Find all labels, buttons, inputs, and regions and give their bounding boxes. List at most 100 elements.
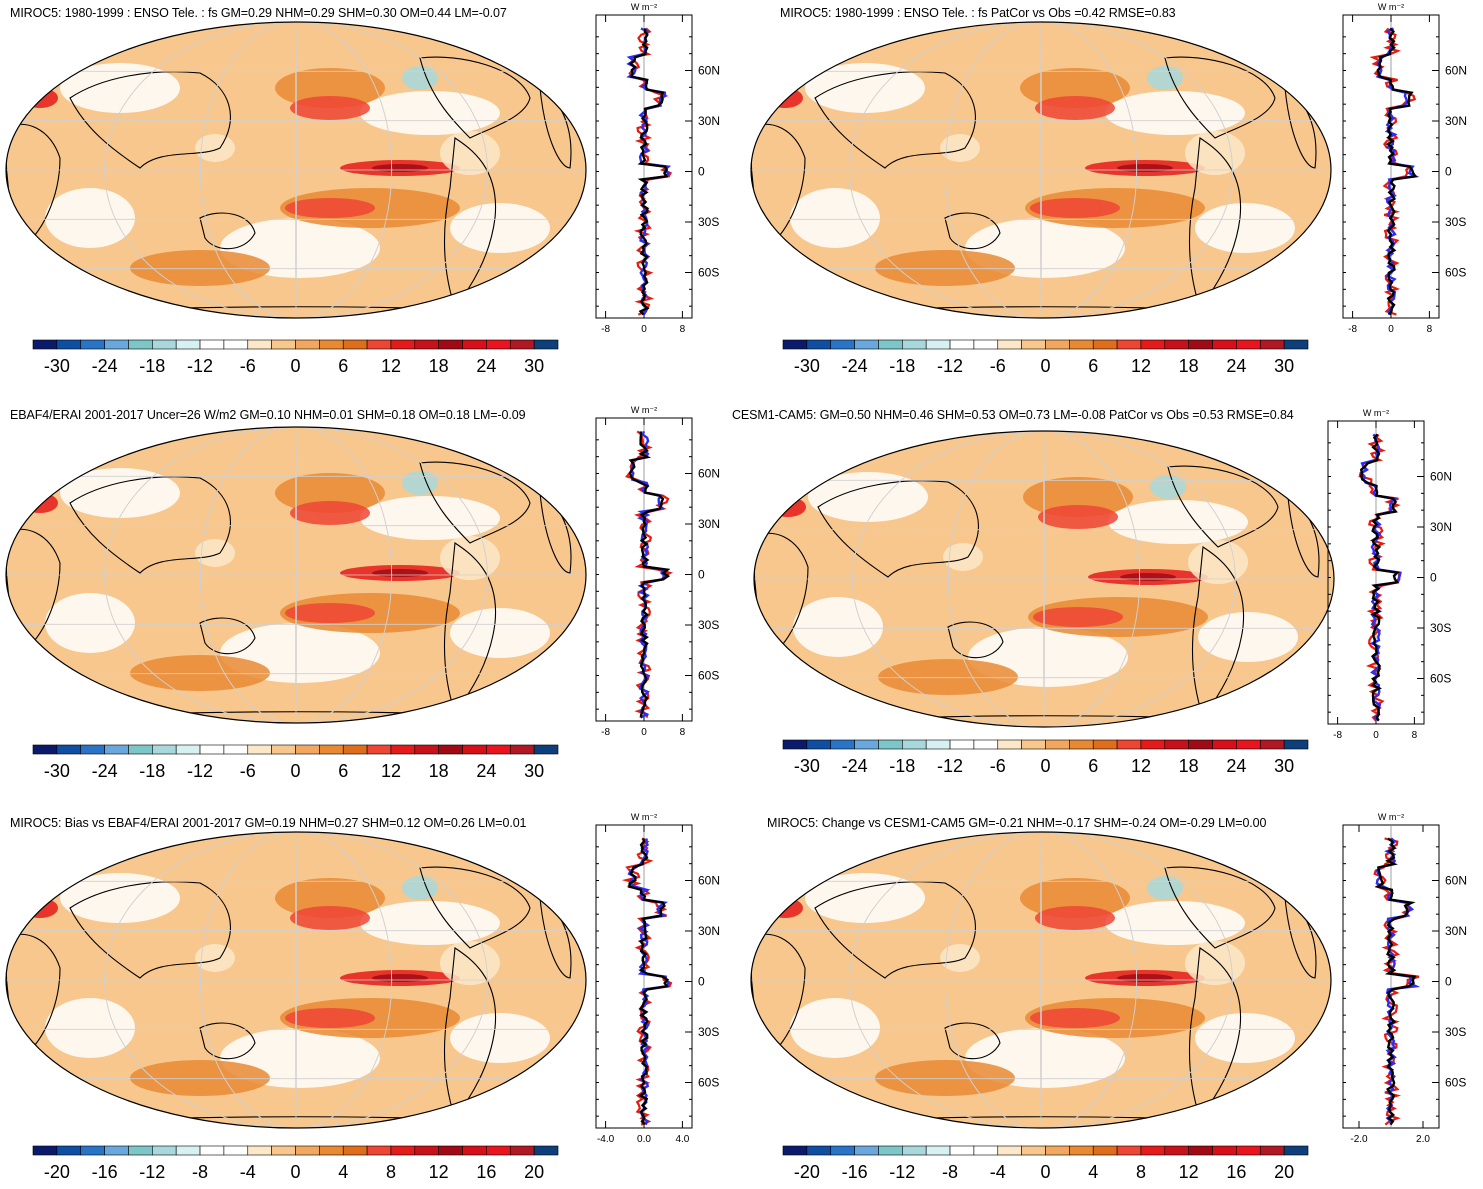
colorbar-box	[1283, 1145, 1309, 1156]
zonal-ytick-label: 60S	[1445, 266, 1466, 280]
colorbar-box	[830, 739, 855, 750]
colorbar-box	[152, 744, 177, 755]
colorbar-tick-label: 6	[338, 356, 348, 376]
colorbar-tick-label: -12	[937, 756, 963, 776]
colorbar-box	[1116, 1145, 1142, 1156]
field-background	[6, 832, 586, 1128]
map-field	[6, 832, 586, 1128]
panel-miroc5-enso: MIROC5: 1980-1999 : ENSO Tele. : fs GM=0…	[0, 0, 740, 395]
zonal-ytick-label: 30N	[1445, 924, 1467, 938]
field-region	[130, 250, 270, 286]
field-region	[943, 543, 983, 571]
colorbar-box	[925, 339, 951, 350]
zonal-ytick-label: 30N	[698, 517, 720, 531]
coastline	[444, 947, 497, 1120]
longitude-gridline	[104, 427, 488, 723]
field-region	[875, 1060, 1015, 1096]
longitude-gridline	[199, 832, 393, 1128]
zonal-line-pattern	[1359, 433, 1400, 722]
colorbar-box	[342, 744, 368, 755]
zonal-ytick-label: 0	[1430, 571, 1437, 585]
zonal-xlabel: W m⁻²	[1378, 812, 1404, 822]
zonal-line-model	[1375, 837, 1421, 1125]
coastline	[69, 71, 231, 169]
coastline	[444, 137, 497, 310]
zonal-line-pattern	[628, 28, 669, 316]
colorbar-box	[390, 339, 416, 350]
zonal-mean-plot: W m⁻² 60N 30N 0 30S 60S -8 0 8	[1327, 408, 1452, 741]
colorbar-tick-label: -24	[92, 761, 118, 781]
longitude-gridline	[104, 832, 488, 1128]
colorbar-box	[1069, 339, 1094, 350]
colorbar-box	[1045, 739, 1070, 750]
panel-title: MIROC5: Change vs CESM1-CAM5 GM=-0.21 NH…	[767, 816, 1267, 830]
colorbar-box	[1092, 339, 1118, 350]
colorbar-box	[1140, 1145, 1166, 1156]
field-region	[940, 944, 980, 972]
map-border	[753, 430, 1335, 728]
zonal-xlabel: W m⁻²	[631, 812, 657, 822]
colorbar: -20 -16 -12 -8 -4 0 4 8 12 16 20	[32, 1145, 559, 1182]
panel-title: CESM1-CAM5: GM=0.50 NHM=0.46 SHM=0.53 OM…	[732, 408, 1294, 422]
colorbar-box	[56, 1145, 82, 1156]
zonal-ytick-label: 60S	[1430, 672, 1451, 686]
field-region	[790, 998, 880, 1058]
field-region	[275, 878, 385, 918]
colorbar-box	[533, 1145, 559, 1156]
colorbar-box	[806, 739, 832, 750]
colorbar-box	[462, 1145, 487, 1156]
colorbar-box	[366, 1145, 392, 1156]
colorbar-box	[533, 339, 559, 350]
map-field	[754, 431, 1334, 727]
colorbar-box	[414, 339, 439, 350]
colorbar-box	[438, 339, 463, 350]
longitude-gridline	[1043, 431, 1045, 727]
colorbar-box	[56, 339, 82, 350]
zonal-ytick-label: 60N	[1430, 470, 1452, 484]
field-region	[770, 497, 806, 517]
field-region	[878, 659, 1018, 695]
colorbar-tick-label: -6	[240, 761, 256, 781]
zonal-ytick-label: 30S	[1445, 215, 1466, 229]
longitude-gridline	[199, 22, 393, 318]
zonal-ytick-label: 60N	[698, 467, 720, 481]
zonal-ytick-label: 60S	[1445, 1076, 1466, 1090]
colorbar-box	[997, 339, 1022, 350]
field-region	[195, 134, 235, 162]
colorbar-box	[1212, 1145, 1237, 1156]
colorbar-box	[175, 339, 201, 350]
colorbar-tick-label: -16	[842, 1162, 868, 1182]
zonal-ytick-label: 30S	[1430, 621, 1451, 635]
colorbar-box	[997, 1145, 1022, 1156]
zonal-ytick-label: 0	[698, 165, 705, 179]
coastline	[814, 881, 976, 979]
colorbar-box	[486, 744, 511, 755]
colorbar-box	[1021, 1145, 1046, 1156]
longitude-gridline	[104, 22, 488, 318]
coastline	[1167, 465, 1279, 548]
colorbar-box	[1188, 739, 1213, 750]
field-region	[60, 873, 180, 923]
longitude-gridline	[849, 832, 1233, 1128]
field-region	[1030, 198, 1120, 218]
field-region	[45, 593, 135, 653]
map-plot	[5, 831, 587, 1129]
colorbar-box	[509, 744, 535, 755]
colorbar-tick-label: 24	[1226, 756, 1246, 776]
colorbar-tick-label: -18	[139, 356, 165, 376]
field-region	[372, 569, 428, 577]
colorbar-box	[271, 744, 296, 755]
zonal-line-pattern	[628, 838, 670, 1126]
colorbar-tick-label: 20	[524, 1162, 544, 1182]
colorbar-box	[414, 1145, 439, 1156]
colorbar-box	[1283, 739, 1309, 750]
coastline	[1192, 546, 1245, 719]
colorbar-tick-label: 18	[1179, 356, 1199, 376]
colorbar-box	[319, 744, 344, 755]
colorbar-box	[56, 744, 82, 755]
colorbar-box	[438, 744, 463, 755]
field-region	[1147, 66, 1183, 90]
colorbar-tick-label: 24	[476, 761, 496, 781]
zonal-ytick-label: 30N	[1430, 520, 1452, 534]
colorbar-box	[342, 1145, 368, 1156]
